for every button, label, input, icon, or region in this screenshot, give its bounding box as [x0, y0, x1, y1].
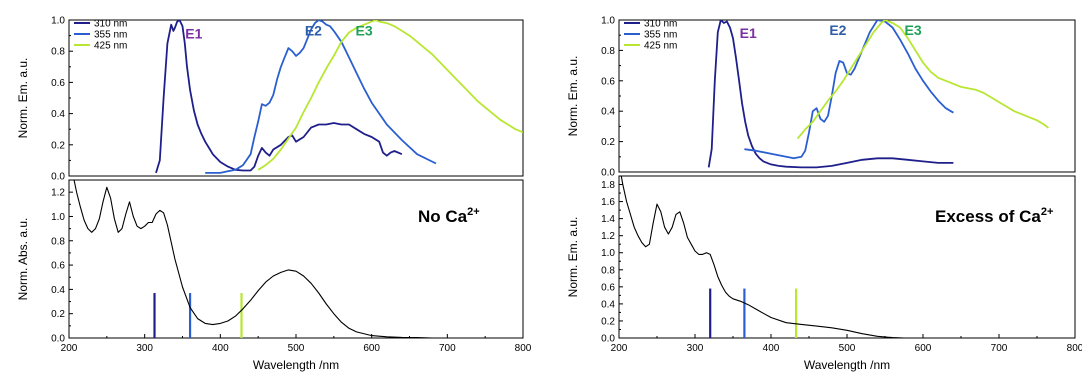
legend-label: 355 nm — [94, 30, 127, 41]
peak-label-e3: E3 — [905, 22, 922, 38]
y-tick-label: 0.6 — [601, 76, 615, 87]
condition-label: Excess of Ca2+ — [935, 206, 1053, 226]
y-tick-label: 1.4 — [601, 214, 615, 225]
plot-frame — [618, 175, 1076, 339]
legend-label: 425 nm — [94, 41, 127, 52]
peak-label-e2: E2 — [829, 22, 846, 38]
x-tick-label: 500 — [839, 343, 856, 354]
series-line-absorbance — [73, 180, 448, 338]
y-tick-label: 0.2 — [51, 309, 65, 320]
series-line-355-nm — [205, 20, 437, 174]
x-tick-label: 200 — [61, 343, 78, 354]
x-tick-label: 300 — [136, 343, 153, 354]
y-axis-label: Norm. Em. a.u. — [16, 58, 30, 139]
legend-label: 310 nm — [94, 19, 127, 30]
y-tick-label: 1.0 — [601, 16, 615, 27]
series-line-425-nm — [257, 20, 523, 171]
peak-label-e1: E1 — [740, 25, 757, 41]
y-tick-label: 0.8 — [51, 236, 65, 247]
y-tick-label: 1.6 — [601, 197, 615, 208]
y-tick-label: 0.6 — [601, 282, 615, 293]
plot-frame — [618, 19, 1076, 173]
y-tick-label: 0.4 — [51, 285, 65, 296]
x-tick-label: 200 — [611, 343, 628, 354]
series-line-310-nm — [155, 20, 403, 174]
condition-text: No Ca — [418, 207, 468, 226]
condition-text: Excess of Ca — [935, 207, 1041, 226]
legend-label: 425 nm — [644, 41, 677, 52]
panel-right-top: 0.0 0.2 0.4 0.6 0.8 1.0 Norm. Em. a.u. E1 E2 E3 31… — [566, 16, 1076, 179]
x-tick-label: 700 — [439, 343, 456, 354]
x-tick-label: 400 — [212, 343, 229, 354]
y-axis-label: Norm. Em. a.u. — [566, 217, 580, 298]
y-tick-label: 0.0 — [601, 334, 615, 345]
y-tick-label: 0.4 — [601, 107, 615, 118]
y-tick-label: 1.0 — [51, 16, 65, 27]
condition-superscript: 2+ — [1041, 206, 1054, 218]
legend-label: 355 nm — [644, 30, 677, 41]
x-axis-label: Wavelength /nm — [804, 358, 890, 372]
panel-left-top: 0.0 0.2 0.4 0.6 0.8 1.0 Norm. Em. a.u. E1 E2 E3 31… — [16, 16, 524, 183]
y-tick-label: 0.6 — [51, 261, 65, 272]
legend-label: 310 nm — [644, 19, 677, 30]
y-tick-label: 0.8 — [601, 46, 615, 57]
panel-left-bottom: 0.0 0.2 0.4 0.6 0.8 1.0 1.2 Norm. Abs. a.u. 200 3… — [16, 179, 532, 372]
y-tick-label: 0.6 — [51, 78, 65, 89]
peak-label-e3: E3 — [356, 23, 373, 39]
y-tick-label: 0.0 — [51, 172, 65, 183]
peak-label-e1: E1 — [185, 26, 202, 42]
y-tick-label: 0.2 — [51, 140, 65, 151]
x-tick-label: 600 — [915, 343, 932, 354]
y-axis-label: Norm. Abs. a.u. — [16, 218, 30, 301]
y-tick-label: 0.8 — [51, 47, 65, 58]
series-line-absorbance — [620, 176, 905, 338]
condition-superscript: 2+ — [467, 206, 480, 218]
y-axis-label: Norm. Em. a.u. — [566, 56, 580, 137]
series-line-425-nm — [796, 20, 1049, 140]
y-tick-label: 0.4 — [601, 299, 615, 310]
x-tick-label: 700 — [991, 343, 1008, 354]
y-tick-label: 1.0 — [51, 212, 65, 223]
peak-label-e2: E2 — [305, 23, 322, 39]
y-tick-label: 0.2 — [601, 316, 615, 327]
y-tick-label: 1.0 — [601, 248, 615, 259]
y-tick-label: 1.2 — [601, 231, 615, 242]
series-line-355-nm — [744, 20, 954, 160]
y-tick-label: 1.8 — [601, 180, 615, 191]
y-tick-label: 1.2 — [51, 188, 65, 199]
y-tick-label: 0.8 — [601, 265, 615, 276]
panel-right-bottom: 0.0 0.2 0.4 0.6 0.8 1.0 1.2 1.4 1.6 1.8 Norm. Em. … — [566, 175, 1082, 372]
x-tick-label: 800 — [1067, 343, 1082, 354]
x-tick-label: 800 — [515, 343, 532, 354]
condition-label: No Ca2+ — [418, 206, 480, 226]
y-tick-label: 0.0 — [51, 334, 65, 345]
plot-frame — [68, 19, 524, 177]
x-tick-label: 300 — [687, 343, 704, 354]
x-tick-label: 600 — [363, 343, 380, 354]
x-axis-label: Wavelength /nm — [253, 358, 339, 372]
y-tick-label: 0.0 — [601, 168, 615, 179]
y-tick-label: 0.2 — [601, 137, 615, 148]
plot-frame — [68, 179, 524, 339]
x-tick-label: 400 — [763, 343, 780, 354]
y-tick-label: 0.4 — [51, 109, 65, 120]
series-line-310-nm — [707, 20, 954, 169]
x-tick-label: 500 — [288, 343, 305, 354]
